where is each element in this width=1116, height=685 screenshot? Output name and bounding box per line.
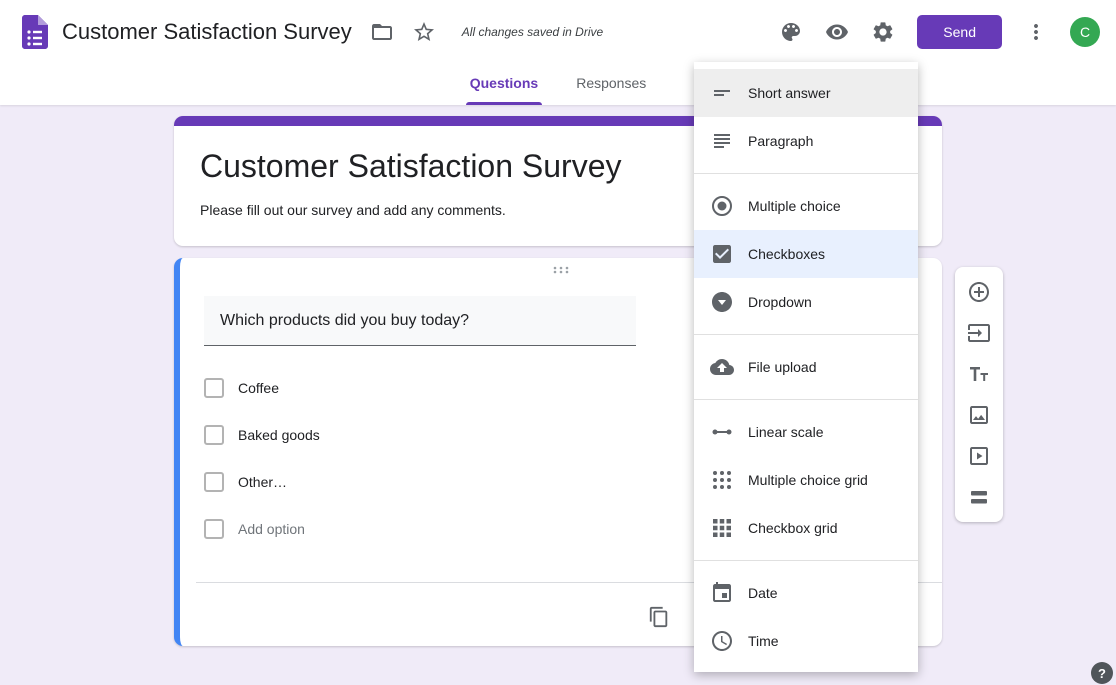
checkbox-icon — [204, 518, 224, 539]
checkbox-icon — [204, 471, 224, 492]
help-button[interactable]: ? — [1091, 662, 1113, 684]
menu-item-label: Time — [748, 633, 779, 649]
menu-item-label: Linear scale — [748, 424, 824, 440]
form-header-accent-bar — [174, 116, 942, 126]
add-title-icon[interactable] — [967, 362, 991, 386]
cloud-upload-icon — [710, 355, 734, 379]
option-label[interactable]: Other… — [238, 473, 288, 490]
type-menu-item-multiple-choice[interactable]: Multiple choice — [694, 182, 918, 230]
short-answer-icon — [710, 81, 734, 105]
tab-questions[interactable]: Questions — [465, 64, 543, 105]
linear-scale-icon — [710, 420, 734, 444]
palette-icon[interactable] — [779, 20, 803, 44]
duplicate-question-icon[interactable] — [648, 606, 670, 628]
calendar-icon — [710, 581, 734, 605]
menu-divider — [694, 399, 918, 400]
menu-item-label: Checkboxes — [748, 246, 826, 262]
form-description[interactable]: Please fill out our survey and add any c… — [200, 202, 506, 218]
type-menu-item-checkboxes[interactable]: Checkboxes — [694, 230, 918, 278]
checkbox-icon — [710, 242, 734, 266]
preview-eye-icon[interactable] — [825, 20, 849, 44]
topbar-right: Send C — [779, 15, 1100, 49]
tab-responses[interactable]: Responses — [572, 64, 650, 105]
checkbox-icon — [204, 377, 224, 398]
type-menu-item-short-answer[interactable]: Short answer — [694, 69, 918, 117]
topbar-left: Customer Satisfaction Survey All changes… — [22, 15, 779, 49]
tab-questions-label: Questions — [469, 75, 539, 91]
app-header: Customer Satisfaction Survey All changes… — [0, 0, 1116, 105]
settings-gear-icon[interactable] — [871, 20, 895, 44]
add-question-icon[interactable] — [967, 280, 991, 304]
type-menu-item-dropdown[interactable]: Dropdown — [694, 278, 918, 326]
send-button[interactable]: Send — [917, 15, 1002, 49]
saved-status[interactable]: All changes saved in Drive — [461, 25, 604, 39]
checkbox-icon — [204, 424, 224, 445]
question-type-menu: Short answer Paragraph Multiple choice C… — [694, 62, 918, 672]
add-option-label[interactable]: Add option — [238, 520, 305, 537]
question-title-input[interactable]: Which products did you buy today? — [204, 296, 636, 346]
topbar: Customer Satisfaction Survey All changes… — [0, 0, 1116, 64]
folder-icon[interactable] — [370, 20, 394, 44]
option-row[interactable]: Coffee — [204, 364, 918, 411]
tabs-bar: Questions Responses — [0, 64, 1116, 105]
menu-item-label: Date — [748, 585, 778, 601]
square-grid-icon — [710, 516, 734, 540]
forms-logo-icon[interactable] — [22, 15, 48, 49]
type-menu-item-file-upload[interactable]: File upload — [694, 343, 918, 391]
menu-item-label: Multiple choice — [748, 198, 841, 214]
form-canvas: Customer Satisfaction Survey Please fill… — [0, 105, 1116, 685]
document-title[interactable]: Customer Satisfaction Survey — [62, 19, 352, 44]
dot-grid-icon — [710, 468, 734, 492]
option-label[interactable]: Baked goods — [238, 426, 320, 443]
type-menu-item-date[interactable]: Date — [694, 569, 918, 617]
menu-divider — [694, 334, 918, 335]
radio-icon — [710, 194, 734, 218]
form-header-body: Customer Satisfaction Survey Please fill… — [174, 126, 942, 246]
type-menu-item-paragraph[interactable]: Paragraph — [694, 117, 918, 165]
menu-divider — [694, 173, 918, 174]
option-row[interactable]: Other… — [204, 458, 918, 505]
floating-toolbar — [955, 267, 1003, 522]
paragraph-icon — [710, 129, 734, 153]
form-title[interactable]: Customer Satisfaction Survey — [200, 148, 622, 184]
option-label[interactable]: Coffee — [238, 379, 279, 396]
menu-divider — [694, 560, 918, 561]
add-video-icon[interactable] — [967, 444, 991, 468]
active-tab-underline — [465, 102, 543, 105]
tab-responses-label: Responses — [576, 75, 647, 91]
menu-item-label: Checkbox grid — [748, 520, 838, 536]
star-icon[interactable] — [412, 20, 436, 44]
question-options: Coffee Baked goods Other… Add option — [204, 364, 918, 552]
add-section-icon[interactable] — [967, 485, 991, 509]
menu-item-label: Short answer — [748, 85, 831, 101]
avatar[interactable]: C — [1070, 17, 1100, 47]
import-questions-icon[interactable] — [967, 321, 991, 345]
drag-handle-icon[interactable] — [549, 265, 573, 275]
menu-item-label: Multiple choice grid — [748, 472, 868, 488]
add-option-row[interactable]: Add option — [204, 505, 918, 552]
more-vertical-icon[interactable] — [1024, 20, 1048, 44]
clock-icon — [710, 629, 734, 653]
type-menu-item-time[interactable]: Time — [694, 617, 918, 665]
dropdown-circle-icon — [710, 290, 734, 314]
type-menu-item-checkbox-grid[interactable]: Checkbox grid — [694, 504, 918, 552]
add-image-icon[interactable] — [967, 403, 991, 427]
type-menu-item-multiple-choice-grid[interactable]: Multiple choice grid — [694, 456, 918, 504]
option-row[interactable]: Baked goods — [204, 411, 918, 458]
menu-item-label: File upload — [748, 359, 817, 375]
type-menu-item-linear-scale[interactable]: Linear scale — [694, 408, 918, 456]
menu-item-label: Paragraph — [748, 133, 814, 149]
question-footer-divider — [196, 582, 942, 583]
menu-item-label: Dropdown — [748, 294, 812, 310]
